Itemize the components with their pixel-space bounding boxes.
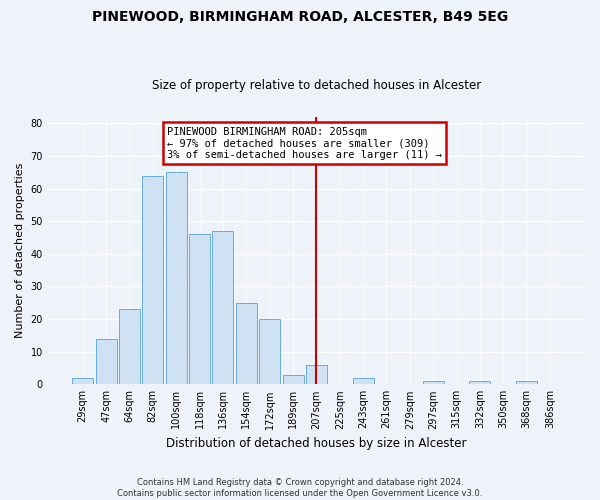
Bar — [236, 302, 257, 384]
Bar — [95, 338, 116, 384]
Bar — [166, 172, 187, 384]
Bar — [423, 381, 444, 384]
Bar — [72, 378, 93, 384]
Bar — [189, 234, 210, 384]
Bar — [142, 176, 163, 384]
Bar — [469, 381, 490, 384]
Bar — [283, 374, 304, 384]
Text: PINEWOOD, BIRMINGHAM ROAD, ALCESTER, B49 5EG: PINEWOOD, BIRMINGHAM ROAD, ALCESTER, B49… — [92, 10, 508, 24]
Bar — [516, 381, 537, 384]
Y-axis label: Number of detached properties: Number of detached properties — [15, 163, 25, 338]
Bar — [353, 378, 374, 384]
X-axis label: Distribution of detached houses by size in Alcester: Distribution of detached houses by size … — [166, 437, 467, 450]
Text: Contains HM Land Registry data © Crown copyright and database right 2024.
Contai: Contains HM Land Registry data © Crown c… — [118, 478, 482, 498]
Title: Size of property relative to detached houses in Alcester: Size of property relative to detached ho… — [152, 79, 481, 92]
Bar — [306, 364, 327, 384]
Text: PINEWOOD BIRMINGHAM ROAD: 205sqm
← 97% of detached houses are smaller (309)
3% o: PINEWOOD BIRMINGHAM ROAD: 205sqm ← 97% o… — [167, 126, 442, 160]
Bar — [212, 231, 233, 384]
Bar — [119, 310, 140, 384]
Bar — [259, 319, 280, 384]
